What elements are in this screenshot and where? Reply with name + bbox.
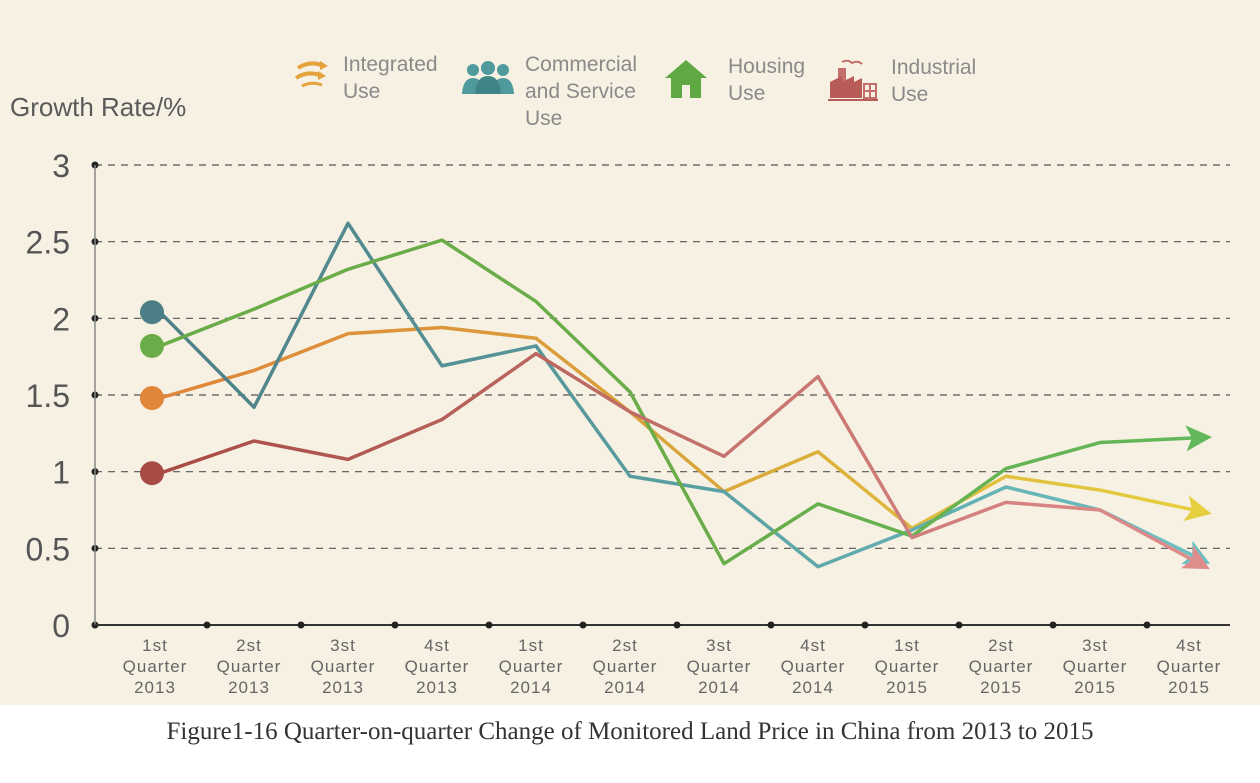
y-axis-label: Growth Rate/% (10, 92, 187, 122)
x-tick-label: 2st Quarter 2013 (217, 636, 282, 697)
y-tick-label: 3 (52, 148, 70, 184)
industrial-use-end-arrow (1180, 545, 1210, 570)
x-tick-dot (861, 621, 869, 629)
commercial-and-service-use-line (158, 221, 1193, 569)
housing-use-start-marker (140, 333, 164, 358)
industrial-use-icon (828, 59, 878, 101)
chart-panel: 0 0.5 1 1.5 2 2.5 3 1st Quarter 2013 2st Quarter 201… (0, 0, 1260, 705)
y-tick-label: 1.5 (26, 378, 70, 414)
x-tick-dot (673, 621, 681, 629)
x-tick-dot (955, 621, 963, 629)
housing-use-line (159, 238, 1193, 566)
y-tick-label: 0.5 (26, 531, 70, 567)
x-tick-label: 1st Quarter 2015 (875, 636, 940, 697)
x-tick-dot (1049, 621, 1057, 629)
y-tick-label: 0 (52, 608, 70, 644)
x-tick-dot (579, 621, 587, 629)
commercial-and-service-use-start-marker (140, 300, 164, 325)
x-tick-dot (297, 621, 305, 629)
industrial-use-line (159, 351, 1194, 562)
x-tick-label: 2st Quarter 2014 (593, 636, 658, 697)
legend-label-commercial: Commercial and Service Use (525, 53, 638, 130)
x-tick-dot (485, 621, 493, 629)
x-tick-dot (1143, 621, 1151, 629)
x-tick-label: 4st Quarter 2015 (1157, 636, 1222, 697)
legend-label-housing: Housing Use (728, 55, 806, 105)
integrated-use-end-arrow (1183, 495, 1212, 522)
housing-use-icon (665, 60, 707, 98)
legend-label-industrial: Industrial Use (891, 56, 977, 106)
figure-caption: Figure1-16 Quarter-on-quarter Change of … (166, 718, 1094, 745)
x-tick-label: 1st Quarter 2013 (123, 636, 188, 697)
legend-label-integrated: Integrated Use (343, 53, 438, 103)
x-tick-dot (767, 621, 775, 629)
x-tick-label: 3st Quarter 2014 (687, 636, 752, 697)
x-tick-label: 1st Quarter 2014 (499, 636, 564, 697)
x-tick-label: 2st Quarter 2015 (969, 636, 1034, 697)
commercial-service-use-icon (462, 61, 514, 94)
y-tick-label: 2.5 (26, 225, 70, 261)
y-tick-label: 1 (52, 455, 70, 491)
x-tick-dot (391, 621, 399, 629)
integrated-use-icon (294, 61, 328, 88)
line-chart: 0 0.5 1 1.5 2 2.5 3 1st Quarter 2013 2st Quarter 201… (26, 148, 1230, 697)
x-tick-label: 3st Quarter 2013 (311, 636, 376, 697)
housing-use-end-arrow (1185, 425, 1212, 452)
y-tick-label: 2 (52, 301, 70, 337)
x-tick-dot (203, 621, 211, 629)
x-tick-label: 3st Quarter 2015 (1063, 636, 1128, 697)
x-tick-label: 4st Quarter 2014 (781, 636, 846, 697)
x-tick-label: 4st Quarter 2013 (405, 636, 470, 697)
integrated-use-line (159, 325, 1193, 531)
integrated-use-start-marker (140, 386, 164, 411)
industrial-use-start-marker (140, 461, 164, 486)
